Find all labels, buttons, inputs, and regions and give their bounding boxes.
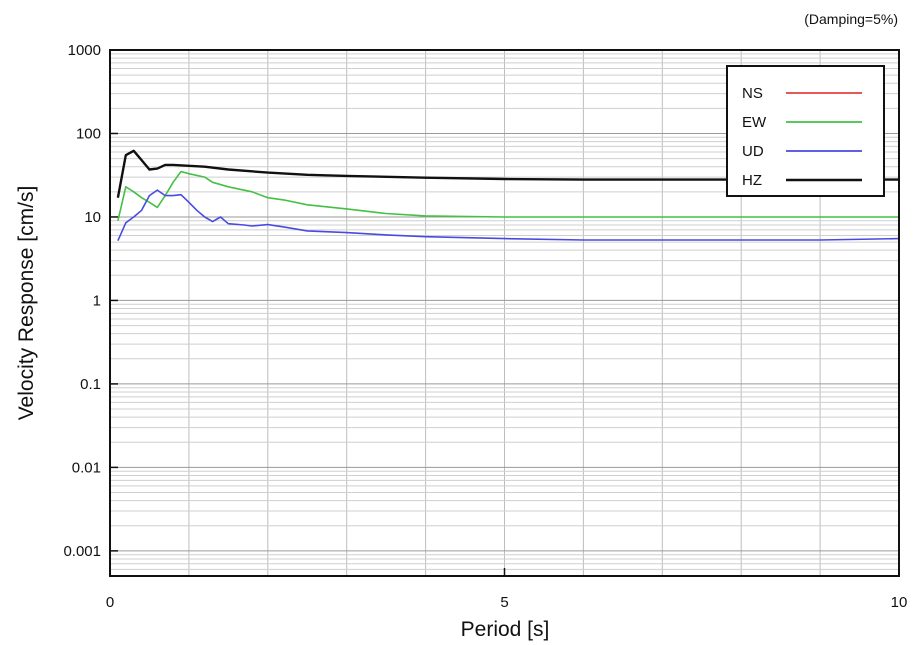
y-tick-label: 100 (76, 125, 101, 142)
damping-annotation: (Damping=5%) (804, 11, 898, 27)
legend-label-ns: NS (742, 85, 763, 102)
y-tick-label: 0.001 (63, 543, 101, 560)
series-lines (116, 149, 900, 242)
legend-box (726, 65, 885, 197)
x-axis-title: Period [s] (461, 618, 550, 641)
y-tick-label: 1 (93, 292, 101, 309)
x-tick-label: 10 (891, 594, 908, 611)
series-line-hz (116, 149, 899, 198)
series-line-ud (117, 189, 900, 242)
y-tick-label: 0.01 (72, 459, 101, 476)
series-line-ew (117, 170, 899, 221)
y-axis-title: Velocity Response [cm/s] (15, 186, 38, 421)
legend: NS EW UD HZ (726, 65, 885, 197)
legend-label-ud: UD (742, 143, 764, 160)
legend-label-hz: HZ (742, 172, 762, 189)
y-tick-label: 10 (84, 209, 101, 226)
legend-label-ew: EW (742, 114, 767, 131)
axis-ticks: 0 5 10 0.001 0.01 0.1 1 10 100 1000 (63, 42, 907, 611)
y-tick-label: 0.1 (80, 376, 101, 393)
x-tick-label: 0 (106, 594, 114, 611)
y-tick-label: 1000 (68, 42, 101, 59)
x-tick-label: 5 (500, 594, 508, 611)
